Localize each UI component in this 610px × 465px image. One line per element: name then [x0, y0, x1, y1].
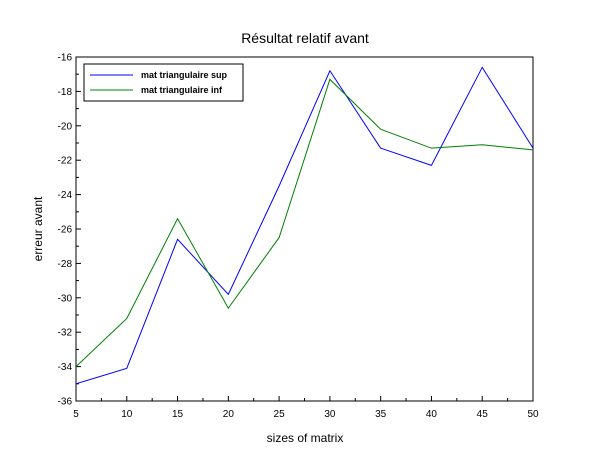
legend-box — [83, 63, 244, 102]
x-tick-label: 35 — [375, 409, 387, 420]
legend: mat triangulaire sup mat triangulaire inf — [83, 63, 244, 102]
x-tick-label: 30 — [324, 409, 336, 420]
y-tick-label: -16 — [58, 53, 73, 64]
legend-label-2: mat triangulaire inf — [141, 85, 223, 95]
y-tick-label: -36 — [58, 397, 73, 408]
plot-area — [75, 56, 534, 402]
x-tick-label: 20 — [223, 409, 235, 420]
x-tick-label: 15 — [172, 409, 184, 420]
y-tick-label: -24 — [58, 190, 73, 201]
y-tick-label: -26 — [58, 225, 73, 236]
legend-label-1: mat triangulaire sup — [141, 70, 228, 80]
series-lines — [75, 66, 534, 385]
x-tick-label: 50 — [527, 409, 539, 420]
series-line-1 — [75, 66, 534, 385]
y-tick-label: -32 — [58, 328, 73, 339]
x-tick-label: 45 — [477, 409, 489, 420]
y-tick-label: -28 — [58, 259, 73, 270]
x-tick-label: 5 — [73, 409, 79, 420]
x-tick-label: 10 — [121, 409, 133, 420]
axis-ticks: 5 10 15 20 25 30 35 40 45 50 -36 -34 -32 -30 -28 -26 -24… — [58, 53, 539, 421]
x-axis-label: sizes of matrix — [267, 431, 344, 445]
y-tick-label: -18 — [58, 87, 73, 98]
series-line-2 — [75, 78, 534, 367]
x-tick-label: 25 — [274, 409, 286, 420]
y-tick-label: -22 — [58, 156, 73, 167]
y-tick-label: -20 — [58, 121, 73, 132]
x-tick-label: 40 — [426, 409, 438, 420]
y-tick-label: -30 — [58, 293, 73, 304]
y-tick-label: -34 — [58, 362, 73, 373]
chart-title: Résultat relatif avant — [241, 30, 369, 46]
y-axis-label: erreur avant — [31, 196, 45, 261]
